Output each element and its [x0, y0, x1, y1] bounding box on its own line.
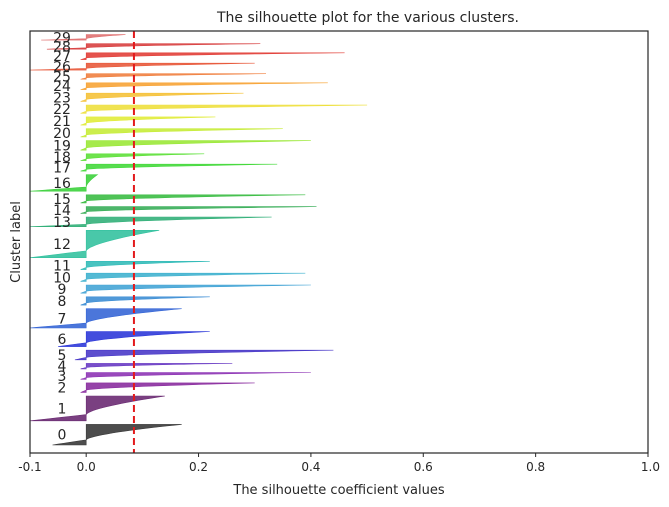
- silhouette-bar-cluster-20: [80, 128, 283, 138]
- cluster-label-12: 12: [53, 237, 71, 253]
- x-tick-label: 0.4: [301, 460, 320, 474]
- silhouette-bar-cluster-1: [29, 395, 165, 422]
- x-tick-label: 0.2: [189, 460, 208, 474]
- silhouette-bars: [29, 34, 368, 446]
- cluster-label-9: 9: [58, 282, 67, 298]
- silhouette-bar-cluster-21: [80, 116, 216, 126]
- silhouette-bar-cluster-28: [46, 43, 261, 50]
- silhouette-bar-cluster-19: [80, 140, 311, 151]
- chart-title: The silhouette plot for the various clus…: [216, 10, 519, 26]
- silhouette-bar-cluster-4: [80, 363, 233, 370]
- silhouette-bar-cluster-17: [80, 163, 278, 172]
- cluster-label-10: 10: [53, 270, 71, 286]
- cluster-label-19: 19: [53, 138, 71, 154]
- silhouette-bar-cluster-22: [80, 104, 368, 114]
- cluster-label-13: 13: [53, 215, 71, 231]
- cluster-label-22: 22: [53, 102, 71, 118]
- silhouette-bar-cluster-26: [29, 62, 255, 71]
- y-axis-title: Cluster label: [9, 201, 24, 283]
- cluster-label-5: 5: [58, 348, 67, 364]
- cluster-label-18: 18: [53, 150, 71, 166]
- cluster-label-14: 14: [53, 203, 71, 219]
- silhouette-bar-cluster-23: [80, 92, 244, 102]
- silhouette-bar-cluster-24: [80, 82, 328, 90]
- x-tick-label: 0.6: [414, 460, 433, 474]
- cluster-label-20: 20: [53, 126, 71, 142]
- silhouette-bar-cluster-7: [29, 308, 182, 329]
- x-tick-label: 0.0: [77, 460, 96, 474]
- cluster-label-23: 23: [53, 90, 71, 106]
- silhouette-bar-cluster-18: [80, 153, 205, 161]
- silhouette-bar-cluster-10: [80, 272, 306, 282]
- cluster-labels: 0123456789101112131415161718192021222324…: [53, 30, 71, 443]
- x-tick-label: 1.0: [641, 460, 660, 474]
- cluster-label-4: 4: [58, 359, 67, 375]
- cluster-label-3: 3: [58, 369, 67, 385]
- silhouette-bar-cluster-13: [29, 216, 272, 227]
- cluster-label-24: 24: [53, 79, 71, 95]
- cluster-label-27: 27: [53, 49, 71, 65]
- cluster-label-28: 28: [53, 39, 71, 55]
- silhouette-bar-cluster-0: [52, 424, 182, 446]
- cluster-label-15: 15: [53, 192, 71, 208]
- cluster-label-8: 8: [58, 294, 67, 310]
- silhouette-bar-cluster-5: [74, 349, 334, 361]
- cluster-label-0: 0: [58, 428, 67, 444]
- cluster-label-21: 21: [53, 114, 71, 130]
- cluster-label-16: 16: [53, 176, 71, 192]
- silhouette-bar-cluster-14: [80, 206, 317, 214]
- cluster-label-29: 29: [53, 30, 71, 46]
- silhouette-bar-cluster-9: [80, 284, 311, 294]
- silhouette-bar-cluster-12: [29, 230, 160, 259]
- x-axis-title: The silhouette coefficient values: [232, 483, 444, 498]
- x-tick-label: -0.1: [18, 460, 41, 474]
- cluster-label-7: 7: [58, 311, 67, 327]
- x-axis-ticks: -0.1 0.0 0.2 0.4 0.6 0.8 1.0: [18, 453, 660, 474]
- silhouette-bar-cluster-3: [80, 372, 311, 380]
- silhouette-bar-cluster-2: [80, 382, 255, 393]
- silhouette-bar-cluster-11: [80, 260, 210, 270]
- silhouette-bar-cluster-25: [80, 73, 267, 80]
- silhouette-bar-cluster-8: [80, 296, 210, 306]
- cluster-label-2: 2: [58, 381, 67, 397]
- cluster-label-25: 25: [53, 69, 71, 85]
- cluster-label-11: 11: [53, 258, 71, 274]
- silhouette-bar-cluster-27: [80, 52, 345, 60]
- cluster-label-17: 17: [53, 161, 71, 177]
- cluster-label-6: 6: [58, 332, 67, 348]
- cluster-label-1: 1: [58, 401, 67, 417]
- silhouette-bar-cluster-15: [80, 194, 306, 204]
- silhouette-bar-cluster-6: [58, 331, 210, 347]
- plot-frame: [29, 30, 649, 454]
- silhouette-bar-cluster-29: [41, 34, 126, 41]
- cluster-label-26: 26: [53, 60, 71, 76]
- x-tick-label: 0.8: [526, 460, 545, 474]
- silhouette-bar-cluster-16: [29, 174, 99, 192]
